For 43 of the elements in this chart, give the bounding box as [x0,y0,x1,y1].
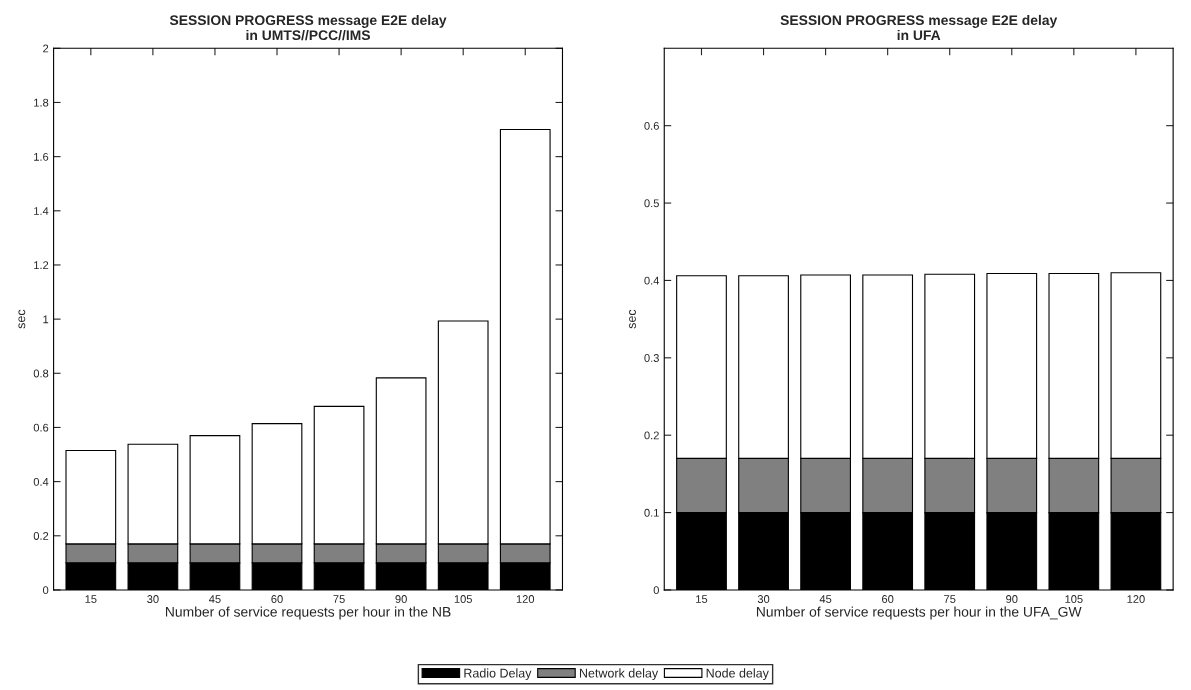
x-tick-label: 60 [271,595,283,603]
y-tick-label: 1.8 [34,98,49,107]
chart-title: SESSION PROGRESS message E2E delay in UMTS//PCC//IMS [169,14,447,41]
y-tick-label: 0.6 [644,121,659,130]
x-tick-label: 45 [819,595,832,603]
y-tick-label: 0.8 [33,369,49,378]
y-tick-label: 0.2 [644,431,659,440]
y-tick-label: 0.5 [644,199,659,208]
x-tick-label: 60 [882,595,894,603]
x-tick-label: 30 [757,595,770,603]
x-axis-title: Number of service requests per hour in the NB [165,606,451,620]
x-tick-label: 120 [1127,595,1145,603]
chart-title: SESSION PROGRESS message E2E delay in UFA [780,14,1058,41]
x-tick-label: 120 [516,595,535,603]
legend-label: Network delay [579,668,659,680]
y-tick-label: 0.1 [644,508,659,517]
y-tick-label: 0.4 [644,276,660,285]
x-tick-label: 30 [147,595,159,603]
y-tick-label: 1 [43,315,49,324]
y-axis-title: sec [18,309,26,329]
x-tick-label: 105 [1065,595,1083,603]
x-tick-label: 15 [85,595,97,603]
y-axis-title: sec [629,309,636,329]
x-tick-label: 90 [1006,595,1018,603]
x-tick-label: 75 [333,595,345,603]
y-tick-label: 1.2 [34,261,49,269]
y-tick-label: 1.4 [34,207,49,215]
x-axis-title: Number of service requests per hour in the UFA_GW [756,606,1082,620]
legend-label: Radio Delay [464,668,532,680]
x-tick-label: 45 [209,595,221,603]
x-tick-label: 105 [454,595,472,603]
y-tick-label: 0.2 [33,532,49,540]
x-tick-label: 75 [944,595,956,603]
y-tick-label: 0 [653,586,659,595]
y-tick-label: 1.6 [34,152,49,161]
y-tick-label: 2 [43,44,49,53]
x-tick-label: 15 [696,595,708,603]
y-tick-label: 0.4 [33,477,49,486]
legend-label: Node delay [706,668,769,680]
y-tick-label: 0.3 [644,354,659,362]
y-tick-label: 0 [42,586,49,595]
y-tick-label: 0.6 [33,423,49,432]
x-tick-label: 90 [395,595,407,603]
